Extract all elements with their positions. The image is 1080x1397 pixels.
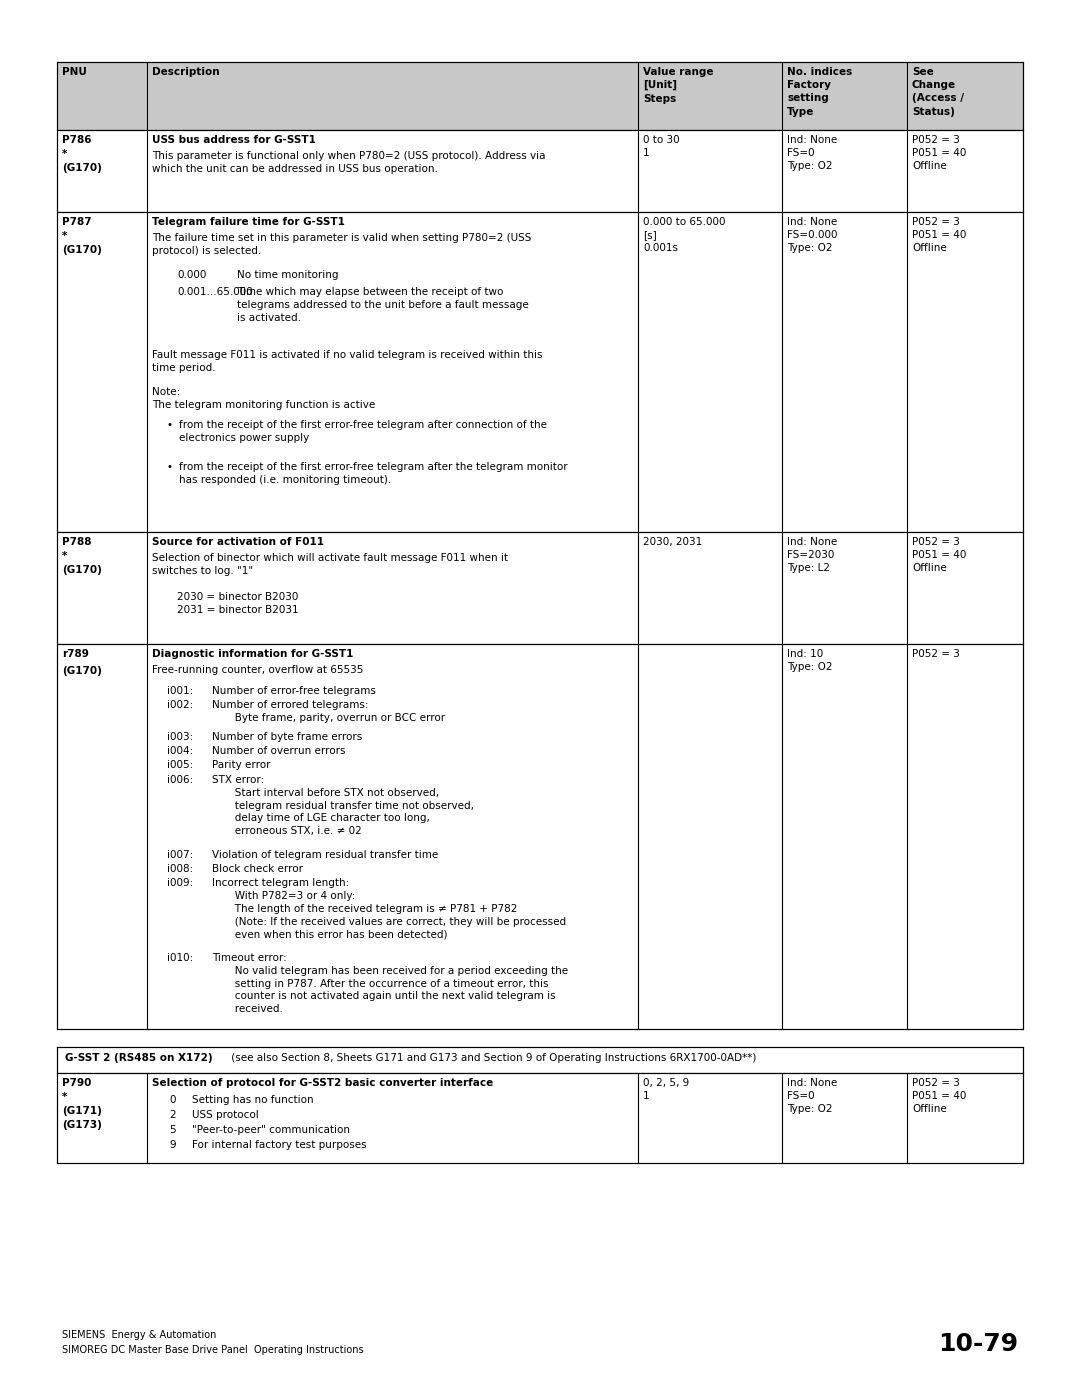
Text: Description: Description bbox=[152, 67, 219, 77]
Text: STX error:
       Start interval before STX not observed,
       telegram residu: STX error: Start interval before STX not… bbox=[212, 775, 474, 837]
Text: Incorrect telegram length:
       With P782=3 or 4 only:
       The length of th: Incorrect telegram length: With P782=3 o… bbox=[212, 879, 566, 940]
Text: PNU: PNU bbox=[62, 67, 86, 77]
Text: Selection of binector which will activate fault message F011 when it
switches to: Selection of binector which will activat… bbox=[152, 553, 508, 576]
Bar bbox=[57, 212, 1023, 532]
Text: Violation of telegram residual transfer time: Violation of telegram residual transfer … bbox=[212, 849, 438, 859]
Text: i006:: i006: bbox=[167, 775, 193, 785]
Text: 10-79: 10-79 bbox=[937, 1331, 1018, 1356]
Text: Setting has no function: Setting has no function bbox=[192, 1095, 313, 1105]
Bar bbox=[57, 532, 1023, 644]
Text: P052 = 3
P051 = 40
Offline: P052 = 3 P051 = 40 Offline bbox=[912, 217, 967, 253]
Text: Ind: None
FS=0
Type: O2: Ind: None FS=0 Type: O2 bbox=[787, 1078, 837, 1115]
Bar bbox=[57, 61, 1023, 130]
Text: i008:: i008: bbox=[167, 863, 193, 875]
Text: Number of overrun errors: Number of overrun errors bbox=[212, 746, 346, 756]
Text: 2030, 2031: 2030, 2031 bbox=[643, 536, 702, 548]
Text: Parity error: Parity error bbox=[212, 760, 270, 771]
Text: P788
*
(G170): P788 * (G170) bbox=[62, 536, 102, 576]
Text: USS bus address for G-SST1: USS bus address for G-SST1 bbox=[152, 136, 315, 145]
Text: Note:
The telegram monitoring function is active: Note: The telegram monitoring function i… bbox=[152, 387, 375, 411]
Text: from the receipt of the first error-free telegram after the telegram monitor
has: from the receipt of the first error-free… bbox=[179, 462, 568, 485]
Text: P052 = 3
P051 = 40
Offline: P052 = 3 P051 = 40 Offline bbox=[912, 536, 967, 573]
Text: 0.000 to 65.000
[s]
0.001s: 0.000 to 65.000 [s] 0.001s bbox=[643, 217, 726, 253]
Text: Ind: None
FS=0.000
Type: O2: Ind: None FS=0.000 Type: O2 bbox=[787, 217, 837, 253]
Text: The failure time set in this parameter is valid when setting P780=2 (USS
protoco: The failure time set in this parameter i… bbox=[152, 233, 531, 256]
Text: See
Change
(Access /
Status): See Change (Access / Status) bbox=[912, 67, 964, 116]
Text: (G170): (G170) bbox=[62, 666, 102, 676]
Text: This parameter is functional only when P780=2 (USS protocol). Address via
which : This parameter is functional only when P… bbox=[152, 151, 545, 175]
Text: (see also Section 8, Sheets G171 and G173 and Section 9 of Operating Instruction: (see also Section 8, Sheets G171 and G17… bbox=[228, 1053, 756, 1063]
Text: "Peer-to-peer" communication: "Peer-to-peer" communication bbox=[192, 1125, 350, 1134]
Text: i010:: i010: bbox=[167, 953, 193, 963]
Bar bbox=[57, 1073, 1023, 1162]
Text: P786
*
(G170): P786 * (G170) bbox=[62, 136, 102, 173]
Text: Timeout error:
       No valid telegram has been received for a period exceeding: Timeout error: No valid telegram has bee… bbox=[212, 953, 568, 1014]
Text: Fault message F011 is activated if no valid telegram is received within this
tim: Fault message F011 is activated if no va… bbox=[152, 351, 542, 373]
Text: Block check error: Block check error bbox=[212, 863, 303, 875]
Text: Number of error-free telegrams: Number of error-free telegrams bbox=[212, 686, 376, 696]
Text: 0.000: 0.000 bbox=[177, 270, 206, 279]
Text: i003:: i003: bbox=[167, 732, 193, 742]
Text: Diagnostic information for G-SST1: Diagnostic information for G-SST1 bbox=[152, 650, 353, 659]
Text: 0, 2, 5, 9
1: 0, 2, 5, 9 1 bbox=[643, 1078, 689, 1101]
Bar bbox=[57, 1046, 1023, 1073]
Text: Number of errored telegrams:
       Byte frame, parity, overrun or BCC error: Number of errored telegrams: Byte frame,… bbox=[212, 700, 445, 724]
Text: P790
*
(G171)
(G173): P790 * (G171) (G173) bbox=[62, 1078, 102, 1130]
Text: No. indices
Factory
setting
Type: No. indices Factory setting Type bbox=[787, 67, 852, 116]
Text: Free-running counter, overflow at 65535: Free-running counter, overflow at 65535 bbox=[152, 665, 363, 675]
Text: 5: 5 bbox=[168, 1125, 176, 1134]
Text: i001:: i001: bbox=[167, 686, 193, 696]
Text: Ind: 10
Type: O2: Ind: 10 Type: O2 bbox=[787, 650, 833, 672]
Text: Time which may elapse between the receipt of two
telegrams addressed to the unit: Time which may elapse between the receip… bbox=[237, 286, 529, 323]
Text: P052 = 3
P051 = 40
Offline: P052 = 3 P051 = 40 Offline bbox=[912, 136, 967, 172]
Text: Telegram failure time for G-SST1: Telegram failure time for G-SST1 bbox=[152, 217, 345, 226]
Bar bbox=[57, 644, 1023, 1030]
Text: For internal factory test purposes: For internal factory test purposes bbox=[192, 1140, 366, 1150]
Text: i009:: i009: bbox=[167, 879, 193, 888]
Text: Ind: None
FS=2030
Type: L2: Ind: None FS=2030 Type: L2 bbox=[787, 536, 837, 573]
Text: i002:: i002: bbox=[167, 700, 193, 711]
Text: i005:: i005: bbox=[167, 760, 193, 771]
Text: Number of byte frame errors: Number of byte frame errors bbox=[212, 732, 362, 742]
Text: 2030 = binector B2030
2031 = binector B2031: 2030 = binector B2030 2031 = binector B2… bbox=[177, 592, 299, 615]
Text: •: • bbox=[167, 420, 173, 430]
Text: 9: 9 bbox=[168, 1140, 176, 1150]
Text: P787
*
(G170): P787 * (G170) bbox=[62, 217, 102, 256]
Text: SIEMENS  Energy & Automation: SIEMENS Energy & Automation bbox=[62, 1330, 216, 1340]
Text: 2: 2 bbox=[168, 1111, 176, 1120]
Text: 0 to 30
1: 0 to 30 1 bbox=[643, 136, 679, 158]
Text: P052 = 3
P051 = 40
Offline: P052 = 3 P051 = 40 Offline bbox=[912, 1078, 967, 1115]
Text: i004:: i004: bbox=[167, 746, 193, 756]
Text: 0.001...65.000: 0.001...65.000 bbox=[177, 286, 253, 298]
Text: Ind: None
FS=0
Type: O2: Ind: None FS=0 Type: O2 bbox=[787, 136, 837, 172]
Text: No time monitoring: No time monitoring bbox=[237, 270, 338, 279]
Text: •: • bbox=[167, 462, 173, 472]
Bar bbox=[57, 130, 1023, 212]
Text: i007:: i007: bbox=[167, 849, 193, 859]
Text: Value range
[Unit]
Steps: Value range [Unit] Steps bbox=[643, 67, 714, 103]
Text: Selection of protocol for G-SST2 basic converter interface: Selection of protocol for G-SST2 basic c… bbox=[152, 1078, 494, 1088]
Text: Source for activation of F011: Source for activation of F011 bbox=[152, 536, 324, 548]
Text: SIMOREG DC Master Base Drive Panel  Operating Instructions: SIMOREG DC Master Base Drive Panel Opera… bbox=[62, 1345, 364, 1355]
Text: r789: r789 bbox=[62, 650, 89, 659]
Text: USS protocol: USS protocol bbox=[192, 1111, 259, 1120]
Text: G-SST 2 (RS485 on X172): G-SST 2 (RS485 on X172) bbox=[65, 1053, 213, 1063]
Text: 0: 0 bbox=[168, 1095, 175, 1105]
Text: from the receipt of the first error-free telegram after connection of the
electr: from the receipt of the first error-free… bbox=[179, 420, 546, 443]
Text: P052 = 3: P052 = 3 bbox=[912, 650, 960, 659]
